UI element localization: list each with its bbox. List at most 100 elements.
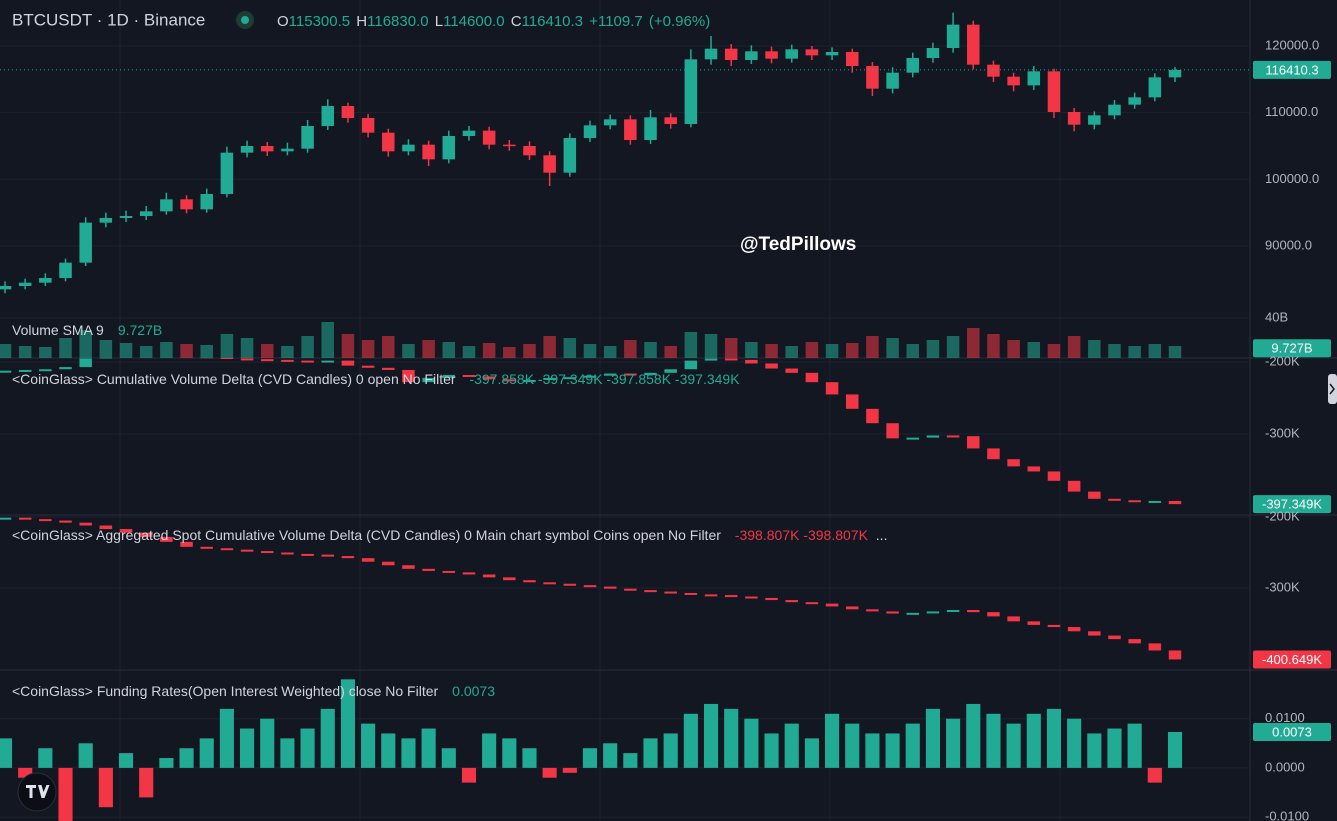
bar	[0, 344, 12, 358]
bar	[361, 723, 376, 768]
candle-body	[402, 144, 415, 152]
funding-legend: <CoinGlass> Funding Rates(Open Interest …	[12, 683, 495, 699]
candle-body	[1027, 71, 1041, 86]
cvd-candle	[785, 368, 798, 373]
bar	[1067, 718, 1082, 768]
bar	[441, 748, 456, 768]
ohlc-key: L	[435, 13, 443, 30]
candle-body	[825, 52, 839, 56]
bar	[886, 338, 899, 358]
plots: 90000.0 100000.0 110000.0 120000.0 116410.3 4…	[0, 12, 1331, 821]
cvd-candle	[180, 541, 193, 547]
cvd-candle	[1148, 643, 1162, 651]
cvd-candle	[543, 377, 556, 381]
change-pct: (+0.96%)	[649, 13, 710, 30]
bar	[804, 738, 819, 768]
cvd-candle	[1108, 635, 1121, 640]
cvd-candle	[886, 423, 899, 439]
bar	[1127, 723, 1142, 768]
candle-body	[543, 155, 556, 173]
bar	[220, 334, 234, 358]
bar	[38, 748, 53, 768]
ohlc-legend: O115300.5 H116830.0 L114600.0 C116410.3 …	[277, 13, 710, 30]
candle-body	[240, 146, 254, 153]
y-tick-label: 90000.0	[1265, 237, 1312, 252]
cvd-candle	[79, 522, 92, 526]
cvd-candle	[59, 367, 72, 370]
candle-body	[361, 118, 375, 133]
cvd-candle	[745, 596, 758, 599]
bar	[442, 342, 456, 358]
bar	[301, 336, 314, 358]
candle-body	[603, 119, 617, 126]
bar	[865, 733, 880, 768]
bar	[784, 723, 799, 768]
cvd-candle	[745, 359, 758, 364]
bar	[724, 708, 739, 768]
bar	[59, 338, 72, 358]
bar	[825, 713, 840, 768]
cvd-candle	[503, 379, 516, 382]
bar	[562, 767, 577, 773]
value-box-label: 9.727B	[1271, 341, 1312, 356]
cvd-value: -397.858K	[606, 371, 671, 387]
y-tick-label: -300K	[1265, 579, 1300, 594]
candle-body	[886, 72, 899, 89]
bar	[18, 346, 32, 358]
bar	[603, 346, 617, 358]
candle-body	[1088, 115, 1101, 125]
candle-body	[503, 144, 516, 147]
value-box	[1253, 495, 1331, 514]
bar	[582, 748, 598, 768]
cvd-candle	[765, 363, 778, 369]
candle-body	[704, 48, 718, 60]
value-box	[1253, 722, 1331, 741]
bar	[1046, 708, 1062, 768]
cvd-candle	[39, 369, 52, 372]
bar	[422, 340, 435, 358]
cvd-candle	[1168, 500, 1182, 505]
bar	[361, 340, 375, 358]
cvd-candle	[139, 532, 153, 537]
bar	[281, 346, 294, 358]
cvd-candle	[624, 588, 637, 591]
cvd-candle	[260, 359, 274, 362]
cvd-candle	[866, 609, 879, 612]
bar	[18, 767, 33, 778]
y-tick-label: 40B	[1265, 309, 1288, 324]
bar	[382, 336, 395, 358]
candle-body	[0, 286, 12, 290]
candle-body	[422, 144, 435, 160]
y-tick-label: 100000.0	[1265, 171, 1319, 186]
cvd-legend: <CoinGlass> Cumulative Volume Delta (CVD…	[12, 371, 740, 387]
bar	[1147, 767, 1162, 783]
bar	[280, 738, 295, 768]
bar	[624, 340, 637, 358]
bar	[1087, 733, 1102, 768]
ohlc-key: O	[277, 13, 289, 30]
candle-body	[180, 199, 193, 210]
bar	[885, 733, 900, 768]
candle-body	[200, 194, 213, 210]
candle-body	[583, 125, 597, 138]
cvd-candle	[624, 373, 637, 376]
bar	[805, 342, 819, 358]
cvd-candle	[361, 558, 375, 562]
bar	[1108, 344, 1121, 358]
candle-body	[119, 216, 133, 218]
pane	[0, 679, 1250, 821]
spot-cvd-title: <CoinGlass> Aggregated Spot Cumulative V…	[12, 527, 721, 543]
cvd-candle	[99, 358, 113, 359]
cvd-candle	[1088, 491, 1101, 499]
cvd-candle	[260, 551, 274, 554]
cvd-candle	[200, 546, 213, 549]
bar	[1128, 346, 1141, 358]
cvd-title: <CoinGlass> Cumulative Volume Delta (CVD…	[12, 371, 456, 387]
cvd-candle	[462, 374, 476, 377]
collapse-button[interactable]	[1328, 374, 1337, 404]
volume-legend: Volume SMA 9 9.727B	[12, 322, 162, 338]
candle-body	[59, 262, 72, 278]
cvd-candle	[523, 380, 536, 383]
pane	[0, 358, 1250, 505]
